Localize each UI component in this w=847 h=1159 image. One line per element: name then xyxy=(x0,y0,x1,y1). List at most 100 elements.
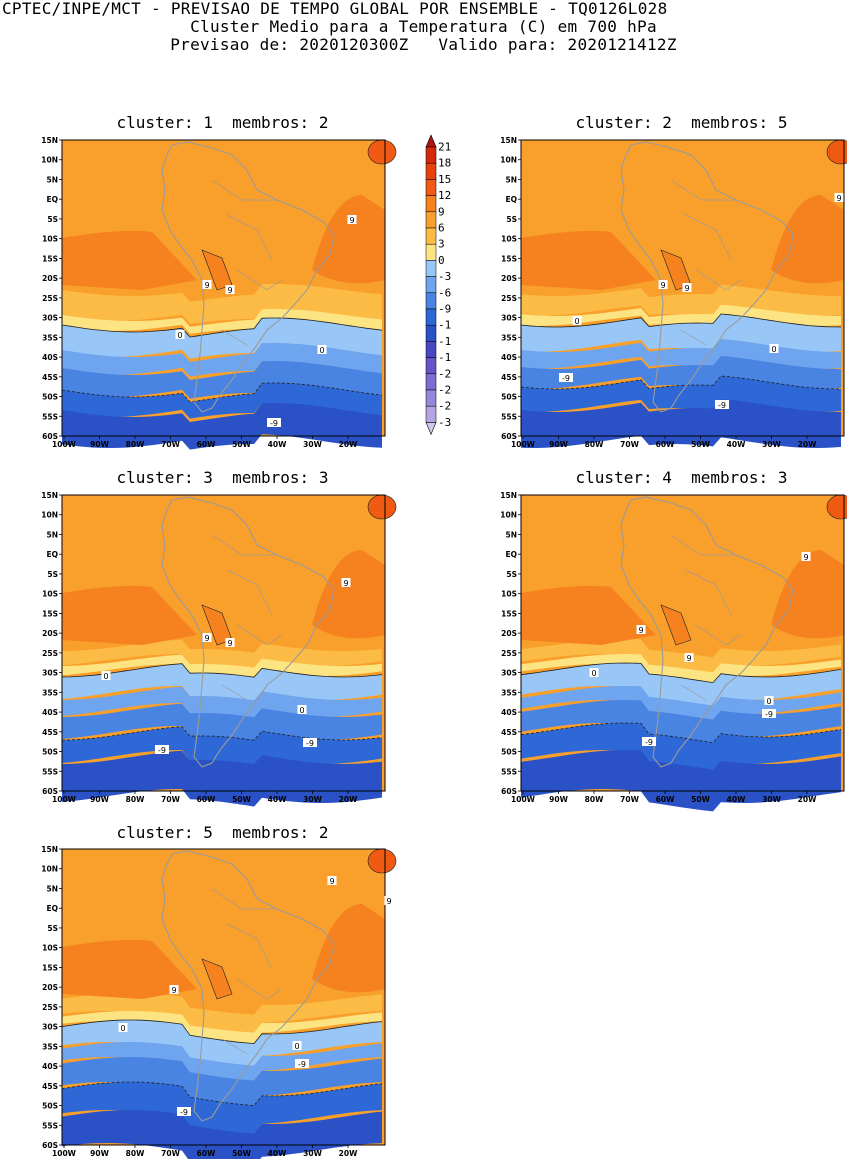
lon-label-70W: 70W xyxy=(161,1149,180,1158)
lat-label-20S: 20S xyxy=(42,983,58,992)
lon-label-20W: 20W xyxy=(798,440,817,449)
lon-label-90W: 90W xyxy=(549,795,568,804)
lon-label-90W: 90W xyxy=(549,440,568,449)
lat-label-55S: 55S xyxy=(42,1121,58,1130)
field-band-3-6 xyxy=(62,993,382,1033)
lon-label-40W: 40W xyxy=(268,795,287,804)
country-borders xyxy=(670,534,742,701)
contour-label: 9 xyxy=(349,216,354,225)
lat-label-10N: 10N xyxy=(41,511,58,520)
south-america-coastline xyxy=(620,496,794,768)
lat-label-15N: 15N xyxy=(41,491,58,500)
colorbar-swatch xyxy=(425,341,437,358)
contour-label-box xyxy=(101,671,111,680)
contour-label: 9 xyxy=(660,281,665,290)
contour-label: 0 xyxy=(120,1024,125,1033)
lon-label-100W: 100W xyxy=(511,795,536,804)
contour-label: -9 xyxy=(765,710,773,719)
lat-label-35S: 35S xyxy=(42,1042,58,1051)
field-band-m3-0 xyxy=(62,318,382,359)
field-band-3-6 xyxy=(521,639,841,675)
lat-label-15N: 15N xyxy=(500,136,517,145)
lat-label-5N: 5N xyxy=(506,530,518,539)
lat-label-20S: 20S xyxy=(501,274,517,283)
country-borders xyxy=(670,179,742,346)
colorbar-label-21: 21 xyxy=(438,141,451,154)
warm-patch-atlantic xyxy=(771,550,844,639)
contour-label-box xyxy=(295,1059,309,1068)
lon-label-70W: 70W xyxy=(161,440,180,449)
contour-label-box xyxy=(801,552,811,561)
figure-header: CPTEC/INPE/MCT - PREVISAO DE TEMPO GLOBA… xyxy=(0,0,847,54)
lat-label-55S: 55S xyxy=(42,412,58,421)
colorbar-swatch xyxy=(425,260,437,277)
contour-0 xyxy=(61,317,383,338)
lat-label-20S: 20S xyxy=(42,274,58,283)
lat-label-40S: 40S xyxy=(42,708,58,717)
field-band-m3-0 xyxy=(521,663,841,709)
panel-4-title: cluster: 4 membros: 3 xyxy=(575,468,788,487)
contour-label-box xyxy=(715,400,729,409)
contour-label-box xyxy=(764,696,774,705)
lat-label-30S: 30S xyxy=(42,1023,58,1032)
map-frame xyxy=(520,139,845,437)
lat-label-30S: 30S xyxy=(42,669,58,678)
lat-label-15N: 15N xyxy=(41,845,58,854)
lat-label-15N: 15N xyxy=(41,136,58,145)
contour-label-box xyxy=(177,1107,191,1116)
warm-patch-africa xyxy=(367,494,397,520)
contour-0 xyxy=(520,313,842,328)
contour-label: 9 xyxy=(329,877,334,886)
contour-label: -9 xyxy=(645,738,653,747)
contour-label: 9 xyxy=(204,281,209,290)
map-field xyxy=(520,494,847,812)
lon-label-50W: 50W xyxy=(232,1149,251,1158)
lon-label-20W: 20W xyxy=(798,795,817,804)
panel-2-title: cluster: 2 membros: 5 xyxy=(575,113,788,132)
lat-label-50S: 50S xyxy=(501,393,517,402)
field-band-m15-m12 xyxy=(62,1110,382,1159)
contour-label: 0 xyxy=(771,345,776,354)
lat-label-15S: 15S xyxy=(501,254,517,263)
south-america-coastline xyxy=(161,496,335,768)
lat-label-25S: 25S xyxy=(501,649,517,658)
lat-label-55S: 55S xyxy=(501,767,517,776)
colorbar-swatch xyxy=(425,373,437,391)
colorbar-swatch xyxy=(425,146,437,164)
lat-label-35S: 35S xyxy=(501,333,517,342)
lat-label-EQ: EQ xyxy=(47,195,59,204)
contour-label: 0 xyxy=(766,697,771,706)
contour-label-box xyxy=(118,1023,128,1032)
lon-label-80W: 80W xyxy=(585,795,604,804)
lon-label-90W: 90W xyxy=(90,795,109,804)
contour-label-box xyxy=(658,280,668,289)
lon-label-80W: 80W xyxy=(585,440,604,449)
colorbar-label-15: 15 xyxy=(438,173,451,186)
temperature-map-cluster-5: 15N 10N 5N EQ 5S 10S 15S 20S 25S 30S 35S 40S 45S 50S 5… xyxy=(41,845,397,1159)
lat-label-5N: 5N xyxy=(47,530,59,539)
colorbar-label-9: 9 xyxy=(438,205,445,218)
contour-label: 9 xyxy=(638,626,643,635)
contour-label: -9 xyxy=(180,1108,188,1117)
map-frame xyxy=(61,848,386,1146)
colorbar-swatch xyxy=(425,292,437,310)
field-band-m6-m3 xyxy=(521,686,841,723)
lon-label-60W: 60W xyxy=(197,1149,216,1158)
lon-label-80W: 80W xyxy=(126,795,145,804)
field-band-m15-m12 xyxy=(62,750,382,807)
lat-label-40S: 40S xyxy=(42,1062,58,1071)
contour-minus-9 xyxy=(520,375,842,390)
lat-label-5N: 5N xyxy=(47,884,59,893)
lat-label-10S: 10S xyxy=(42,590,58,599)
lon-label-30W: 30W xyxy=(303,1149,322,1158)
lon-label-40W: 40W xyxy=(727,440,746,449)
map-frame xyxy=(61,494,386,792)
lat-label-EQ: EQ xyxy=(47,550,59,559)
lat-label-60S: 60S xyxy=(42,432,58,441)
map-frame xyxy=(520,494,845,792)
contour-label-box xyxy=(169,985,179,994)
colorbar-label-3: 3 xyxy=(438,238,445,251)
south-america-coastline xyxy=(620,141,794,413)
lat-label-35S: 35S xyxy=(501,688,517,697)
colorbar-label--3: -3 xyxy=(438,270,451,283)
